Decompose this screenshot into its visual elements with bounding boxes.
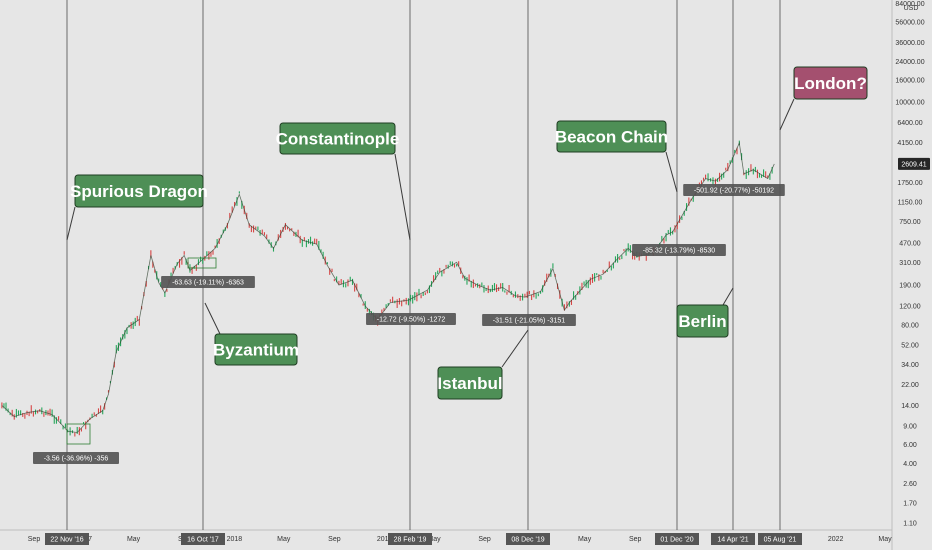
y-tick-label: 56000.00 <box>895 20 924 27</box>
event-date-label: 05 Aug '21 <box>764 537 797 544</box>
callout-pointer <box>501 329 529 368</box>
x-tick-label: 2019 <box>377 536 393 543</box>
measure-label-box <box>632 244 726 256</box>
x-tick-label: Sep <box>629 536 642 543</box>
event-date-badge <box>711 533 755 545</box>
event-callout-label: Berlin <box>678 312 726 331</box>
event-date-badge <box>655 533 699 545</box>
event-callout-box <box>279 122 396 155</box>
y-tick-label: 4150.00 <box>897 140 922 147</box>
measure-label: -63.63 (-19.11%) -6363 <box>172 280 244 287</box>
callout-pointer <box>722 287 734 306</box>
y-tick-label: 1.10 <box>903 521 917 528</box>
x-tick-label: Sep <box>478 536 491 543</box>
event-callout-box <box>793 66 868 100</box>
event-callout-box <box>676 304 729 338</box>
y-tick-label: 1750.00 <box>897 180 922 187</box>
event-date-badge <box>506 533 550 545</box>
event-callout-box <box>556 120 667 153</box>
x-tick-label: 2018 <box>227 536 243 543</box>
y-tick-label: 310.00 <box>899 260 921 267</box>
event-date-label: 22 Nov '16 <box>50 537 83 544</box>
event-date-badge <box>45 533 89 545</box>
y-tick-label: 6.00 <box>903 442 917 449</box>
y-tick-label: 10000.00 <box>895 99 924 106</box>
event-date-badge <box>181 533 225 545</box>
measure-label-box <box>683 184 785 196</box>
x-tick-label: 2022 <box>828 536 844 543</box>
measure-label: -501.92 (-20.77%) -50192 <box>694 188 774 195</box>
measure-label: -85.32 (-13.79%) -8530 <box>643 248 715 255</box>
x-tick-label: Sep <box>28 536 41 543</box>
y-tick-label: 6400.00 <box>897 120 922 127</box>
event-date-label: 01 Dec '20 <box>660 537 693 544</box>
y-tick-label: 1.70 <box>903 500 917 507</box>
event-callout-label: Byzantium <box>213 341 299 360</box>
y-tick-label: 9.00 <box>903 423 917 430</box>
y-tick-label: 22.00 <box>901 382 919 389</box>
y-tick-label: 190.00 <box>899 282 921 289</box>
x-tick-label: Sep <box>328 536 341 543</box>
y-tick-label: 16000.00 <box>895 78 924 85</box>
measure-label-box <box>366 313 456 325</box>
y-tick-label: 52.00 <box>901 342 919 349</box>
event-callout-box <box>437 366 503 400</box>
event-date-label: 08 Dec '19 <box>511 537 544 544</box>
event-callout-label: Constantinople <box>276 130 400 149</box>
y-tick-label: 4.00 <box>903 461 917 468</box>
callout-pointer <box>204 302 221 335</box>
last-price-tag <box>898 157 930 170</box>
y-tick-label: 24000.00 <box>895 59 924 66</box>
y-axis-unit: USD <box>904 5 919 12</box>
x-tick-label: May <box>878 536 892 543</box>
measure-bracket <box>66 423 91 445</box>
callout-pointer <box>394 153 411 241</box>
callout-pointer <box>66 206 76 241</box>
event-date-label: 16 Oct '17 <box>187 537 219 544</box>
y-tick-label: 34.00 <box>901 362 919 369</box>
x-tick-label: May <box>277 536 291 543</box>
event-date-badge <box>758 533 802 545</box>
y-tick-label: 1150.00 <box>898 199 923 206</box>
y-tick-label: 14.00 <box>901 403 919 410</box>
x-tick-label: May <box>427 536 441 543</box>
measure-label-box <box>482 314 576 326</box>
event-date-badge <box>388 533 432 545</box>
event-callout-label: Istanbul <box>437 374 502 393</box>
last-price-label: 2609.41 <box>901 161 926 168</box>
event-date-label: 14 Apr '21 <box>717 537 748 544</box>
measure-label: -12.72 (-9.50%) -1272 <box>377 317 446 324</box>
y-tick-label: 470.00 <box>899 241 921 248</box>
y-axis-panel <box>892 0 932 550</box>
event-date-label: 28 Feb '19 <box>394 537 427 544</box>
measure-label: -3.56 (-36.96%) -356 <box>44 456 109 463</box>
event-callout-label: London? <box>794 74 867 93</box>
measure-label-box <box>161 276 255 288</box>
y-tick-label: 84000.00 <box>895 1 924 8</box>
y-tick-label: 120.00 <box>899 304 921 311</box>
callout-pointer <box>665 151 678 193</box>
y-tick-label: 750.00 <box>899 219 921 226</box>
event-callout-label: Spurious Dragon <box>70 182 208 201</box>
callout-pointer <box>779 98 795 131</box>
x-tick-label: May <box>578 536 592 543</box>
x-tick-label: May <box>127 536 141 543</box>
event-callout-box <box>214 333 298 366</box>
y-tick-label: 2.60 <box>903 481 917 488</box>
measure-label-box <box>33 452 119 464</box>
y-tick-label: 36000.00 <box>895 40 924 47</box>
measure-label: -31.51 (-21.05%) -3151 <box>493 318 565 325</box>
event-callout-box <box>74 174 204 208</box>
y-tick-label: 80.00 <box>901 322 919 329</box>
event-callout-label: Beacon Chain <box>555 128 668 147</box>
measure-bracket <box>187 257 217 269</box>
